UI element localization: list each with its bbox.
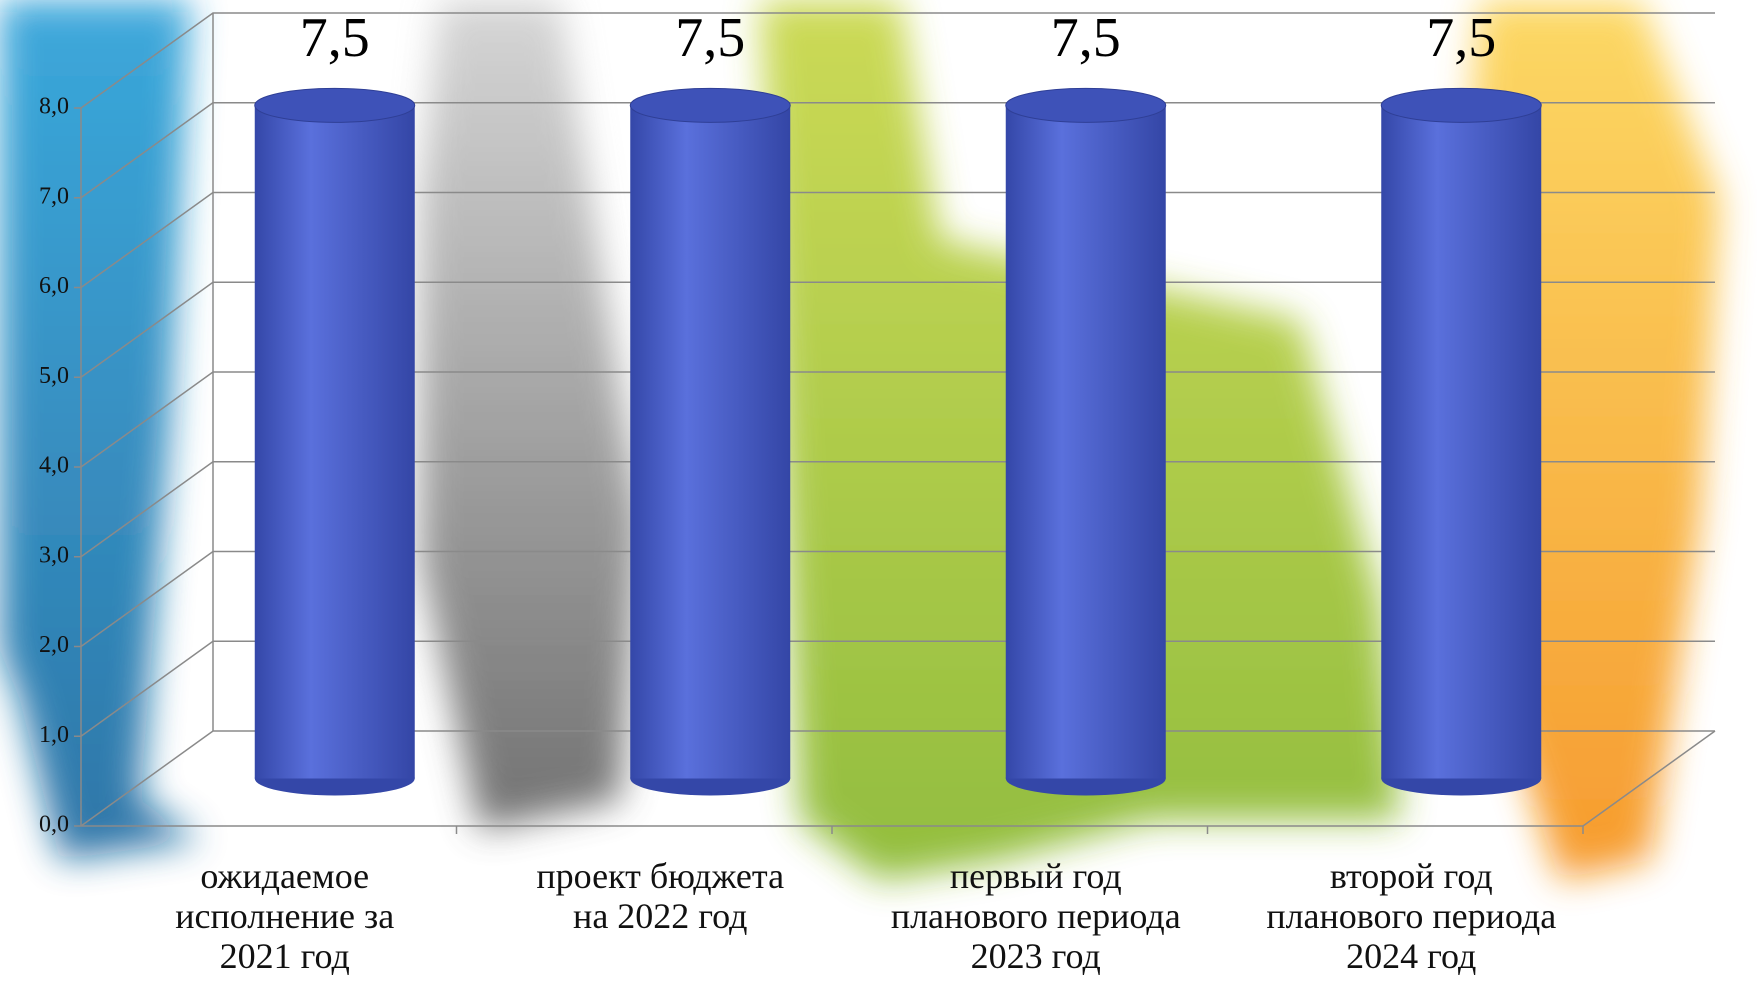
x-tick-label: проект бюджета на 2022 год	[536, 856, 785, 936]
bar	[629, 87, 791, 796]
grid-line	[80, 461, 1715, 558]
y-tick-label: 5,0	[39, 363, 69, 389]
value-label: 7,5	[300, 7, 370, 69]
bar-body	[1381, 105, 1542, 779]
value-label: 7,5	[1051, 7, 1121, 69]
grid-line	[80, 550, 1715, 648]
x-tick-label: ожидаемое исполнение за 2021 год	[175, 856, 395, 976]
y-tick-label: 0,0	[39, 812, 69, 838]
grid-line	[80, 12, 1715, 109]
value-label: 7,5	[675, 7, 745, 69]
x-tick-label: первый год планового периода 2023 год	[890, 856, 1181, 976]
y-tick-label: 2,0	[39, 632, 69, 658]
grid-line	[80, 371, 1715, 468]
bar	[1380, 87, 1542, 796]
bar-top	[1380, 87, 1542, 123]
y-tick-label: 4,0	[39, 453, 69, 479]
y-tick-label: 6,0	[39, 273, 69, 299]
y-tick-label: 8,0	[39, 94, 69, 120]
bar	[1005, 87, 1167, 796]
bar-top	[629, 87, 791, 123]
y-tick-label: 1,0	[39, 722, 69, 748]
grid-line	[80, 730, 1715, 827]
bar-top	[1005, 87, 1167, 123]
grid-line	[80, 640, 1715, 737]
grid-line	[80, 281, 1715, 378]
bar	[254, 87, 416, 796]
bar-body	[1005, 105, 1166, 779]
y-tick-label: 7,0	[39, 183, 69, 209]
bar-top	[254, 87, 416, 123]
floor-right-edge	[1582, 730, 1716, 827]
grid-line	[80, 191, 1715, 289]
bar-body	[254, 105, 415, 779]
x-tick-label: второй год планового периода 2024 год	[1266, 856, 1557, 976]
value-label: 7,5	[1426, 7, 1496, 69]
grid-line	[80, 102, 1715, 199]
bar-body	[630, 105, 791, 779]
y-tick-label: 3,0	[39, 542, 69, 568]
